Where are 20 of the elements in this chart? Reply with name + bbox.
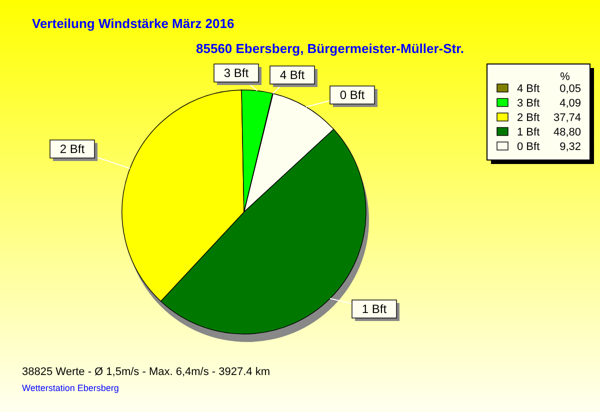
legend-label: 1 Bft [517,126,540,138]
data-label: 9,32 [560,141,581,153]
data-label: 0,05 [560,83,581,95]
chart-subtitle: 85560 Ebersberg, Bürgermeister-Müller-Str. [196,41,464,56]
legend-label: 2 Bft [517,112,540,124]
data-label: 4,09 [560,98,581,110]
slice-label: 2 Bft [60,142,86,156]
data-label: 48,80 [553,126,581,138]
data-label: 37,74 [553,112,581,124]
slice-label: 0 Bft [340,88,366,102]
slice-label: 4 Bft [280,68,306,82]
text: Wetterstation Ebersberg [22,383,119,393]
slice-label: 3 Bft [224,66,250,80]
legend-label: 4 Bft [517,83,540,95]
slice-label: 1 Bft [362,302,388,316]
legend-title: % [560,71,570,83]
legend-label: 3 Bft [517,98,540,110]
legend-label: 0 Bft [517,141,540,153]
text: 38825 Werte - Ø 1,5m/s - Max. 6,4m/s - 3927.4 km [22,366,270,378]
chart-title: Verteilung Windstärke März 2016 [32,16,234,31]
